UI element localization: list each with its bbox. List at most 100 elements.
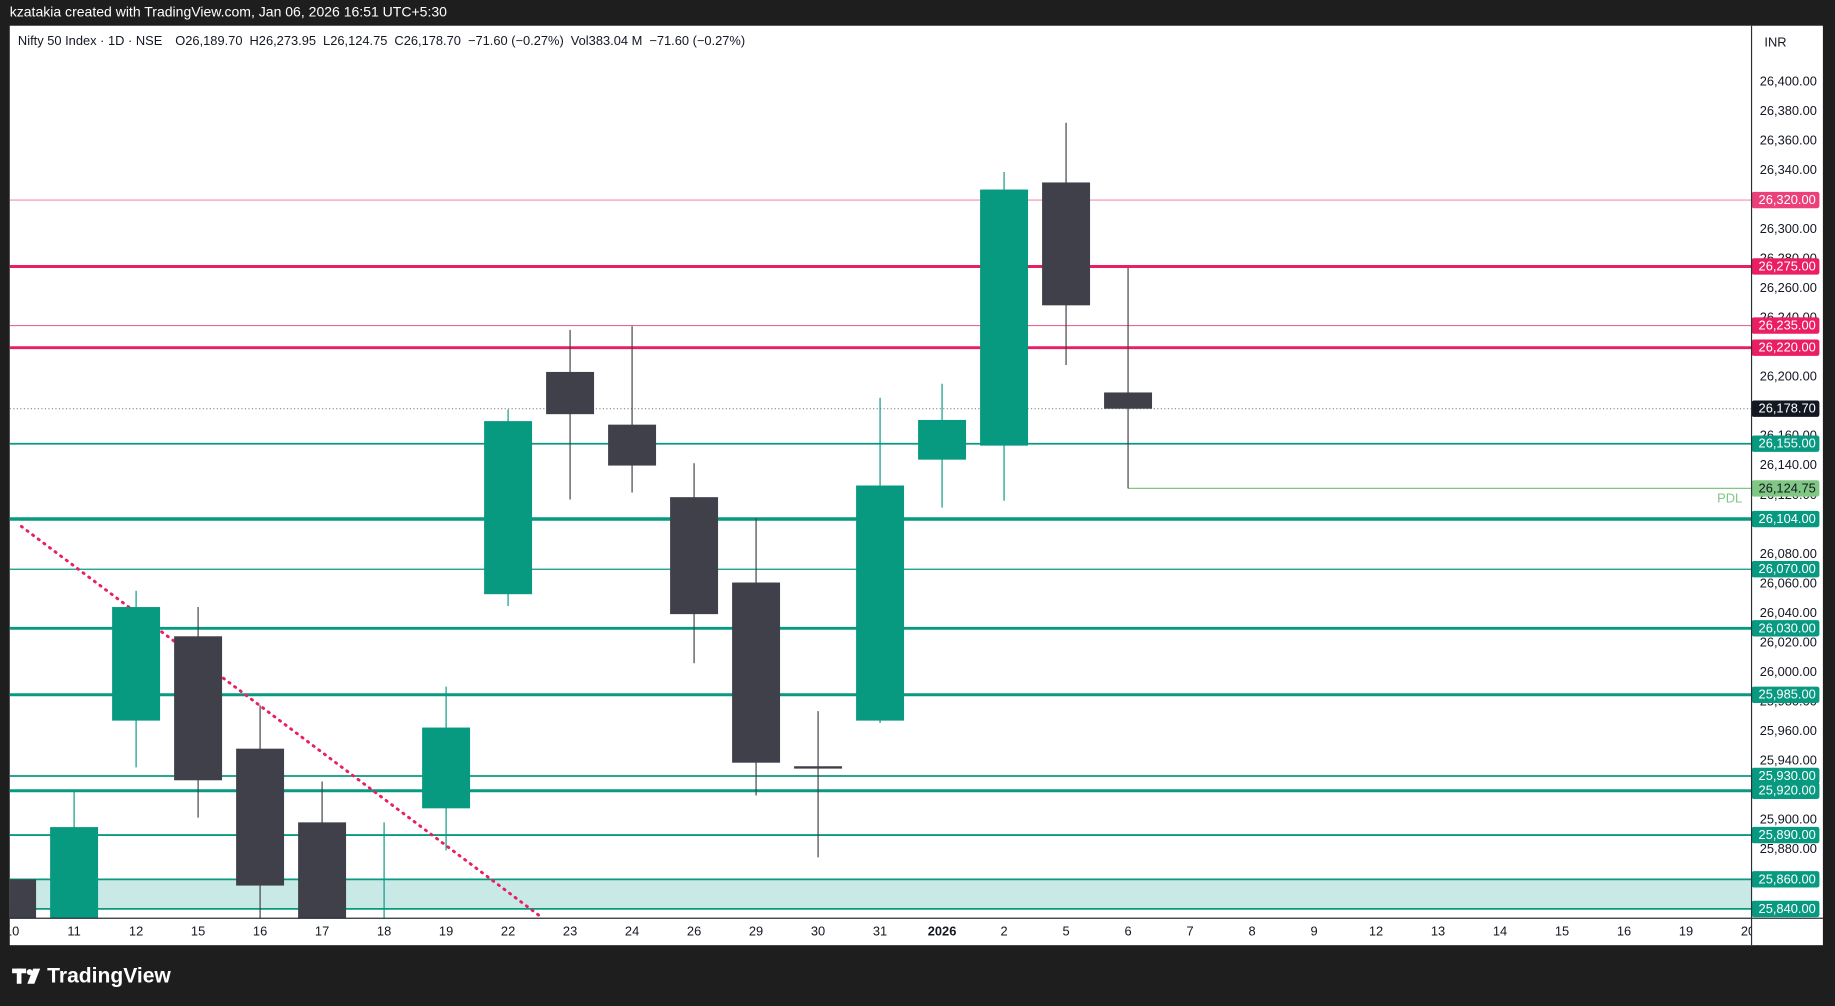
level-label-bg bbox=[1751, 686, 1820, 703]
y-tick-label: 25,940.00 bbox=[1760, 753, 1817, 768]
x-tick-label: 2 bbox=[1000, 924, 1007, 939]
time-axis: 10 11 12 15 16 17 18 19 22 23 24 26 29 30 31 2026 2 5 6 7 8 9… bbox=[5, 924, 1755, 939]
level-label: 26,320.00 bbox=[1759, 192, 1816, 207]
y-tick-label: 26,080.00 bbox=[1760, 546, 1817, 561]
legend-value: 26,273.95 bbox=[259, 34, 316, 49]
candle-body bbox=[546, 371, 595, 415]
candle-body bbox=[484, 421, 533, 595]
legend-value: 26,124.75 bbox=[330, 34, 387, 49]
y-tick-label: 25,960.00 bbox=[1760, 723, 1817, 738]
last-price-label: 26,178.70 bbox=[1759, 401, 1816, 416]
legend-change: −71.60 (−0.27%) bbox=[468, 34, 564, 49]
price-axis: 26,400.00 26,380.00 26,360.00 26,340.00 26,3… bbox=[1751, 73, 1820, 918]
x-tick-label: 26 bbox=[687, 924, 701, 939]
x-tick-label: 6 bbox=[1124, 924, 1131, 939]
x-tick-label: 17 bbox=[315, 924, 329, 939]
x-tick-label: 12 bbox=[1369, 924, 1383, 939]
legend-label: C bbox=[394, 34, 403, 49]
x-tick-label: 9 bbox=[1310, 924, 1317, 939]
candle-body bbox=[794, 766, 843, 769]
pdl-label-bg bbox=[1751, 480, 1820, 497]
y-tick-label: 26,020.00 bbox=[1760, 634, 1817, 649]
x-tick-label: 14 bbox=[1493, 924, 1507, 939]
x-tick-label: 23 bbox=[563, 924, 577, 939]
legend-label: O bbox=[175, 34, 185, 49]
candle-body bbox=[9, 879, 37, 919]
x-tick-label: 19 bbox=[1679, 924, 1693, 939]
logo-part bbox=[27, 968, 41, 984]
y-tick-label: 26,140.00 bbox=[1760, 457, 1817, 472]
x-tick-label: 10 bbox=[5, 924, 19, 939]
level-label: 26,235.00 bbox=[1759, 318, 1816, 333]
level-label-bg bbox=[1751, 620, 1820, 637]
x-tick-label: 29 bbox=[749, 924, 763, 939]
candle-body bbox=[422, 727, 471, 809]
x-tick-label: 20 bbox=[1741, 924, 1755, 939]
legend-value: 26,189.70 bbox=[185, 34, 242, 49]
y-tick-label: 26,360.00 bbox=[1760, 132, 1817, 147]
x-tick-label: 8 bbox=[1248, 924, 1255, 939]
level-label: 25,920.00 bbox=[1759, 783, 1816, 798]
level-label-bg bbox=[1751, 317, 1820, 334]
candle-body bbox=[298, 822, 347, 919]
legend-value: 26,178.70 bbox=[404, 34, 461, 49]
x-tick-label: 15 bbox=[191, 924, 205, 939]
level-label: 26,070.00 bbox=[1759, 561, 1816, 576]
candle-body bbox=[112, 607, 161, 721]
y-tick-label: 26,060.00 bbox=[1760, 575, 1817, 590]
currency: INR bbox=[1764, 35, 1786, 50]
level-label: 26,220.00 bbox=[1759, 340, 1816, 355]
x-tick-label: 22 bbox=[501, 924, 515, 939]
level-label-bg bbox=[1751, 826, 1820, 844]
last-price-label-bg bbox=[1751, 400, 1820, 417]
y-tick-label: 25,880.00 bbox=[1760, 841, 1817, 856]
candle-body bbox=[1104, 392, 1153, 409]
level-label: 25,860.00 bbox=[1759, 871, 1816, 886]
level-label-bg bbox=[1751, 767, 1820, 785]
level-label: 26,155.00 bbox=[1759, 436, 1816, 451]
level-label: 26,030.00 bbox=[1759, 620, 1816, 635]
x-tick-label: 16 bbox=[1617, 924, 1631, 939]
level-label-bg bbox=[1751, 900, 1820, 918]
x-tick-label: 2026 bbox=[928, 924, 957, 939]
legend-change: −71.60 (−0.27%) bbox=[649, 34, 745, 49]
candle-body bbox=[174, 636, 223, 781]
y-tick-label: 26,200.00 bbox=[1760, 369, 1817, 384]
candle-body bbox=[732, 582, 781, 763]
pdl-label: 26,124.75 bbox=[1759, 480, 1816, 495]
level-label: 25,840.00 bbox=[1759, 901, 1816, 916]
x-tick-label: 12 bbox=[129, 924, 143, 939]
level-label: 25,890.00 bbox=[1759, 827, 1816, 842]
pdl-name: PDL bbox=[1717, 490, 1742, 505]
candle-body bbox=[1042, 182, 1091, 306]
logo bbox=[12, 968, 41, 984]
level-label-bg bbox=[1751, 191, 1820, 209]
level-label-bg bbox=[1751, 258, 1820, 275]
trendline bbox=[19, 524, 544, 919]
candle-body bbox=[980, 189, 1029, 446]
legend: Nifty 50 Index · 1D · NSE O26,189.70 H26,… bbox=[18, 34, 745, 49]
x-tick-label: 16 bbox=[253, 924, 267, 939]
caption: kzatakia created with TradingView.com, J… bbox=[10, 4, 447, 20]
candle-body bbox=[856, 485, 905, 721]
x-tick-label: 5 bbox=[1062, 924, 1069, 939]
candle-body bbox=[50, 827, 99, 919]
level-label-bg bbox=[1751, 871, 1820, 888]
level-label: 25,930.00 bbox=[1759, 768, 1816, 783]
y-tick-label: 25,900.00 bbox=[1760, 812, 1817, 827]
level-label-bg bbox=[1751, 782, 1820, 799]
candle-body bbox=[608, 424, 657, 466]
x-tick-label: 15 bbox=[1555, 924, 1569, 939]
level-label: 26,275.00 bbox=[1759, 258, 1816, 273]
level-label-bg bbox=[1751, 435, 1820, 452]
y-tick-label: 26,400.00 bbox=[1760, 73, 1817, 88]
x-tick-label: 24 bbox=[625, 924, 639, 939]
y-tick-label: 26,300.00 bbox=[1760, 221, 1817, 236]
logo-part bbox=[16, 968, 22, 984]
x-tick-label: 19 bbox=[439, 924, 453, 939]
y-tick-label: 26,040.00 bbox=[1760, 605, 1817, 620]
x-tick-label: 7 bbox=[1186, 924, 1193, 939]
brand: TradingView bbox=[47, 964, 171, 987]
level-label-bg bbox=[1751, 339, 1820, 356]
